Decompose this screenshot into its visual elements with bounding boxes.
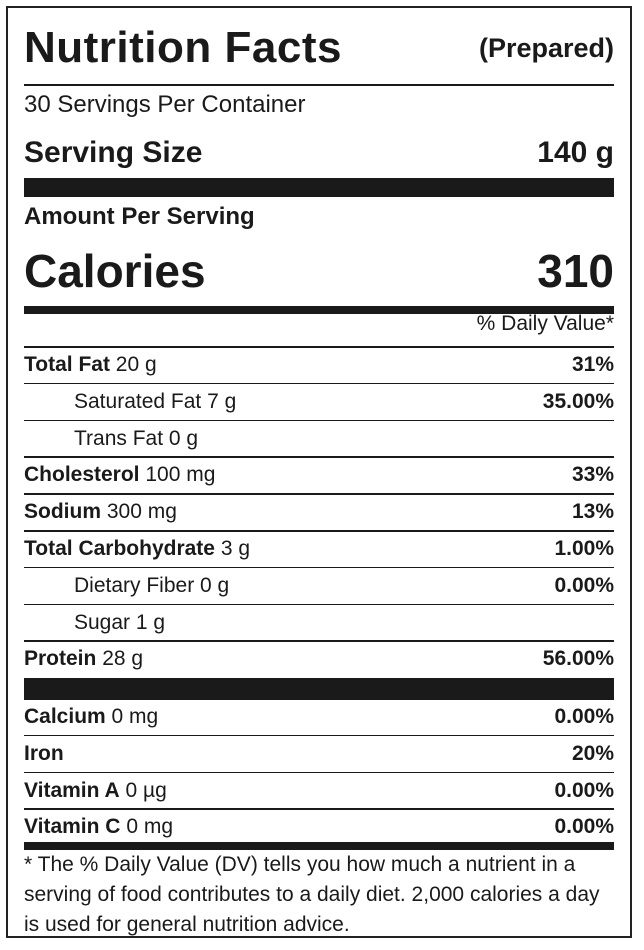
divider-medium-footnote bbox=[24, 842, 614, 850]
nutrient-label: Protein 28 g bbox=[24, 647, 143, 671]
nutrient-row: Dietary Fiber 0 g 0.00% bbox=[24, 568, 614, 604]
nutrient-name: Saturated Fat 7 g bbox=[74, 389, 237, 413]
daily-value-percent: 1.00% bbox=[554, 537, 614, 560]
nutrient-label: Total Carbohydrate 3 g bbox=[24, 537, 250, 561]
daily-value-percent: 0.00% bbox=[554, 573, 614, 597]
nutrient-amount: 0 mg bbox=[111, 705, 159, 728]
row-divider bbox=[24, 603, 614, 606]
divider-thick-vitamins bbox=[24, 678, 614, 698]
serving-size-value: 140 g bbox=[537, 136, 614, 169]
footnote: * The % Daily Value (DV) tells you how m… bbox=[24, 853, 600, 936]
nutrient-row: Sodium 300 mg 13% bbox=[24, 494, 614, 530]
nutrition-facts-label: Nutrition Facts (Prepared) 30 Servings P… bbox=[6, 6, 632, 938]
divider-thick bbox=[24, 178, 614, 197]
serving-size-label: Serving Size bbox=[24, 136, 203, 169]
nutrient-name: Sugar 1 g bbox=[74, 610, 166, 634]
nutrient-name: Vitamin A bbox=[24, 778, 120, 802]
calories-row: Calories 310 bbox=[24, 240, 614, 302]
daily-value-percent: 0.00% bbox=[554, 705, 614, 728]
label-title: Nutrition Facts bbox=[24, 23, 342, 72]
row-divider bbox=[24, 566, 614, 569]
nutrient-name: Dietary Fiber 0 g bbox=[74, 573, 230, 597]
row-divider bbox=[24, 419, 614, 422]
nutrient-name: Total Fat bbox=[24, 353, 110, 376]
nutrient-row: Total Carbohydrate 3 g 1.00% bbox=[24, 531, 614, 567]
row-divider bbox=[24, 698, 614, 700]
nutrient-label: Calcium 0 mg bbox=[24, 705, 158, 729]
row-divider bbox=[24, 734, 614, 737]
daily-value-percent: 33% bbox=[571, 463, 614, 487]
row-divider bbox=[24, 530, 614, 532]
nutrient-row: Total Fat 20 g 31% bbox=[24, 347, 614, 383]
nutrient-name: Sodium bbox=[24, 500, 101, 524]
nutrient-label: Cholesterol 100 mg bbox=[24, 463, 215, 487]
vitamin-row: Vitamin C 0 mg 0.00% bbox=[24, 809, 614, 845]
nutrient-label: Saturated Fat 7 g bbox=[24, 390, 236, 414]
nutrient-label: Trans Fat 0 g bbox=[24, 427, 198, 451]
row-divider bbox=[24, 640, 614, 642]
row-divider bbox=[24, 456, 614, 458]
row-divider bbox=[24, 493, 614, 495]
nutrient-label: Vitamin C 0 mg bbox=[24, 815, 173, 839]
nutrient-label: Sodium 300 mg bbox=[24, 500, 177, 524]
nutrient-row: Protein 28 g 56.00% bbox=[24, 641, 614, 677]
row-divider bbox=[24, 382, 614, 385]
daily-value-header: % Daily Value* bbox=[24, 308, 614, 340]
amount-per-serving-text: Amount Per Serving bbox=[24, 203, 255, 230]
label-header: Nutrition Facts (Prepared) bbox=[24, 18, 614, 78]
nutrient-amount: 28 g bbox=[102, 647, 144, 671]
vitamin-row: Calcium 0 mg 0.00% bbox=[24, 699, 614, 735]
servings-text: 30 Servings Per Container bbox=[24, 91, 306, 118]
divider-thin bbox=[24, 84, 614, 86]
nutrient-amount: 0 mg bbox=[126, 815, 173, 839]
servings-per-container: 30 Servings Per Container bbox=[24, 86, 614, 124]
nutrient-label: Dietary Fiber 0 g bbox=[24, 574, 229, 598]
amount-per-serving: Amount Per Serving bbox=[24, 199, 614, 235]
nutrient-row: Trans Fat 0 g bbox=[24, 421, 614, 457]
daily-value-percent: 13% bbox=[571, 500, 614, 524]
daily-value-percent: 56.00% bbox=[542, 647, 614, 671]
nutrient-row: Cholesterol 100 mg 33% bbox=[24, 457, 614, 493]
label-content: Nutrition Facts (Prepared) 30 Servings P… bbox=[24, 8, 614, 936]
daily-value-percent: 0.00% bbox=[554, 778, 614, 802]
serving-size-row: Serving Size 140 g bbox=[24, 132, 614, 174]
daily-value-percent: 0.00% bbox=[554, 815, 614, 839]
nutrient-amount: 3 g bbox=[220, 537, 251, 560]
nutrient-name: Calcium bbox=[24, 705, 106, 728]
nutrient-row: Saturated Fat 7 g 35.00% bbox=[24, 384, 614, 420]
row-divider bbox=[24, 808, 614, 810]
nutrient-amount: 20 g bbox=[115, 353, 157, 376]
nutrient-name: Trans Fat 0 g bbox=[74, 426, 199, 450]
vitamin-row: Vitamin A 0 µg 0.00% bbox=[24, 773, 614, 809]
nutrient-amount: 0 µg bbox=[125, 778, 167, 802]
row-divider bbox=[24, 771, 614, 774]
label-subtitle: (Prepared) bbox=[478, 32, 614, 63]
nutrient-label: Sugar 1 g bbox=[24, 611, 165, 635]
calories-label: Calories bbox=[24, 245, 206, 297]
daily-value-percent: 20% bbox=[571, 741, 614, 765]
nutrient-name: Iron bbox=[24, 741, 64, 765]
nutrient-amount: 100 mg bbox=[145, 463, 216, 487]
nutrient-label: Iron bbox=[24, 742, 64, 766]
vitamin-row: Iron 20% bbox=[24, 736, 614, 772]
nutrient-row: Sugar 1 g bbox=[24, 605, 614, 641]
daily-value-percent: 35.00% bbox=[542, 389, 614, 413]
nutrient-name: Vitamin C bbox=[24, 815, 121, 839]
nutrient-name: Protein bbox=[24, 647, 97, 671]
calories-value: 310 bbox=[537, 245, 614, 297]
nutrient-label: Vitamin A 0 µg bbox=[24, 779, 167, 803]
nutrient-name: Total Carbohydrate bbox=[24, 537, 215, 560]
daily-value-percent: 31% bbox=[571, 353, 614, 376]
nutrient-name: Cholesterol bbox=[24, 463, 140, 487]
nutrient-label: Total Fat 20 g bbox=[24, 353, 157, 377]
daily-value-header-text: % Daily Value* bbox=[476, 312, 614, 335]
divider-medium bbox=[24, 306, 614, 314]
row-divider bbox=[24, 346, 614, 348]
nutrient-amount: 300 mg bbox=[106, 500, 177, 524]
